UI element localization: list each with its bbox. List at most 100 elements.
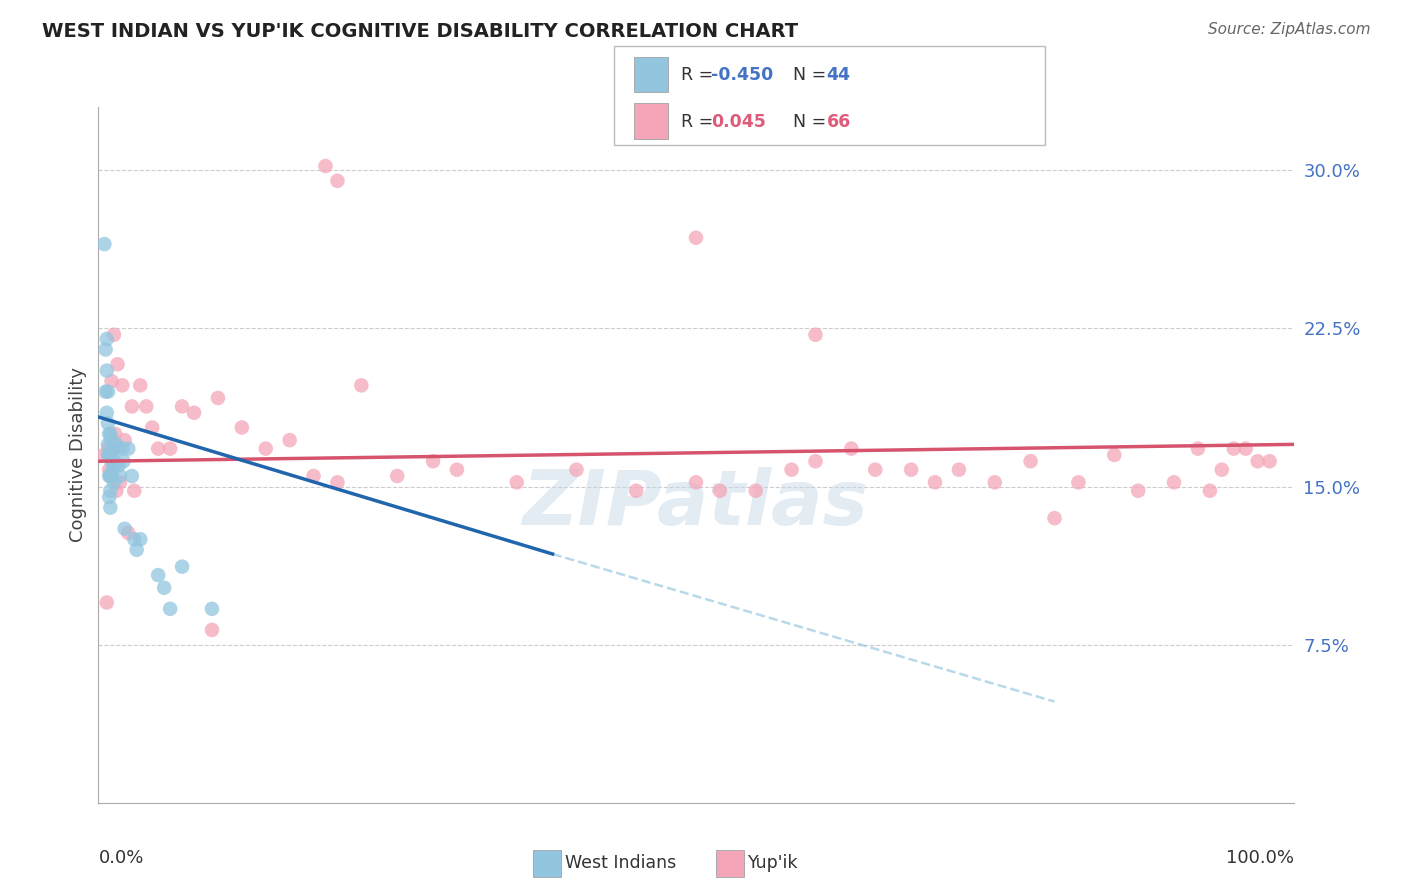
- Point: [103, 454, 125, 468]
- Point: [565, 463, 588, 477]
- Text: 0.0%: 0.0%: [98, 849, 143, 867]
- Y-axis label: Cognitive Disability: Cognitive Disability: [69, 368, 87, 542]
- Point: [385, 469, 409, 483]
- Point: [201, 623, 224, 637]
- Point: [278, 433, 301, 447]
- Point: [94, 343, 117, 357]
- Point: [97, 417, 120, 431]
- Point: [98, 500, 122, 515]
- Text: West Indians: West Indians: [565, 855, 676, 872]
- Point: [96, 406, 118, 420]
- Point: [108, 475, 131, 490]
- Point: [254, 442, 277, 456]
- Text: -0.450: -0.450: [711, 66, 773, 84]
- Point: [98, 469, 121, 483]
- Point: [98, 463, 121, 477]
- Point: [326, 475, 349, 490]
- Point: [125, 542, 148, 557]
- Point: [446, 463, 468, 477]
- Text: 0.045: 0.045: [711, 113, 766, 131]
- Point: [100, 469, 122, 483]
- Point: [172, 559, 194, 574]
- Point: [104, 458, 127, 473]
- Point: [863, 463, 886, 477]
- Point: [100, 433, 122, 447]
- Point: [685, 475, 707, 490]
- Point: [1019, 454, 1042, 468]
- Point: [1258, 454, 1281, 468]
- Point: [129, 533, 152, 547]
- Point: [302, 469, 325, 483]
- Point: [121, 400, 143, 414]
- Point: [624, 483, 647, 498]
- Point: [93, 448, 115, 462]
- Point: [97, 384, 120, 399]
- Point: [96, 363, 118, 377]
- Text: WEST INDIAN VS YUP'IK COGNITIVE DISABILITY CORRELATION CHART: WEST INDIAN VS YUP'IK COGNITIVE DISABILI…: [42, 22, 799, 41]
- Text: 66: 66: [827, 113, 851, 131]
- Point: [104, 426, 127, 441]
- Text: Source: ZipAtlas.com: Source: ZipAtlas.com: [1208, 22, 1371, 37]
- Point: [129, 378, 152, 392]
- Point: [183, 406, 205, 420]
- Point: [105, 437, 128, 451]
- Point: [124, 533, 146, 547]
- Point: [98, 448, 121, 462]
- Point: [506, 475, 529, 490]
- Point: [804, 454, 827, 468]
- Point: [124, 483, 146, 498]
- Point: [103, 327, 125, 342]
- Text: R =: R =: [681, 66, 718, 84]
- Point: [1234, 442, 1257, 456]
- Point: [112, 454, 135, 468]
- Point: [97, 437, 120, 451]
- Point: [148, 568, 170, 582]
- Point: [98, 490, 121, 504]
- Point: [114, 522, 136, 536]
- Point: [148, 442, 170, 456]
- Point: [159, 442, 181, 456]
- Point: [326, 174, 349, 188]
- Point: [98, 426, 122, 441]
- Point: [422, 454, 444, 468]
- Point: [97, 442, 120, 456]
- Point: [1102, 448, 1125, 462]
- Point: [1187, 442, 1209, 456]
- Point: [172, 400, 194, 414]
- Point: [141, 420, 163, 434]
- Point: [100, 374, 122, 388]
- Point: [948, 463, 970, 477]
- Text: 100.0%: 100.0%: [1226, 849, 1294, 867]
- Point: [780, 463, 803, 477]
- Point: [107, 458, 129, 473]
- Point: [153, 581, 176, 595]
- Point: [114, 433, 136, 447]
- Point: [94, 384, 117, 399]
- Point: [105, 483, 128, 498]
- Point: [101, 442, 124, 456]
- Point: [983, 475, 1005, 490]
- Point: [98, 469, 122, 483]
- Point: [111, 378, 134, 392]
- Text: N =: N =: [782, 113, 831, 131]
- Point: [350, 378, 373, 392]
- Text: R =: R =: [681, 113, 724, 131]
- Point: [96, 332, 118, 346]
- Point: [900, 463, 922, 477]
- Point: [101, 442, 124, 456]
- Point: [98, 448, 122, 462]
- Text: 44: 44: [827, 66, 851, 84]
- Point: [231, 420, 253, 434]
- Text: N =: N =: [782, 66, 831, 84]
- Point: [107, 442, 129, 456]
- Point: [1067, 475, 1090, 490]
- Point: [107, 357, 129, 371]
- Point: [101, 463, 124, 477]
- Text: Yup'ik: Yup'ik: [748, 855, 799, 872]
- Point: [97, 448, 120, 462]
- Point: [100, 454, 122, 468]
- Point: [201, 602, 224, 616]
- Point: [98, 483, 122, 498]
- Point: [1211, 463, 1233, 477]
- Point: [745, 483, 768, 498]
